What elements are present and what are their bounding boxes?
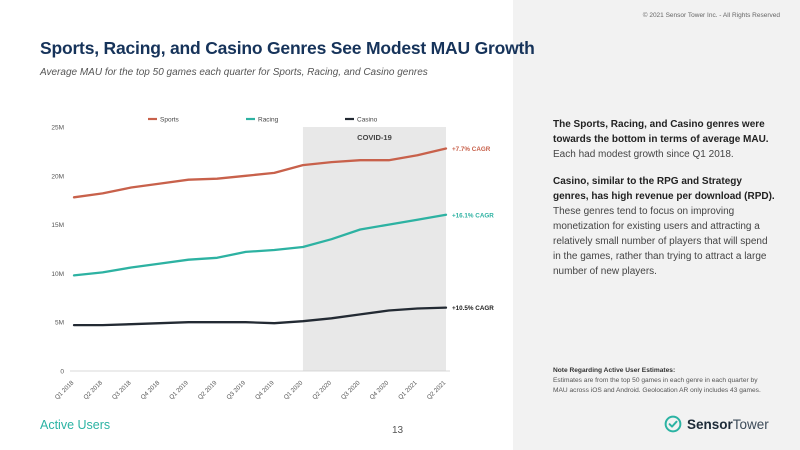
y-tick-label: 0 (60, 369, 64, 376)
summary-paragraph: The Sports, Racing, and Casino genres we… (553, 117, 775, 162)
x-tick-label: Q3 2019 (225, 379, 247, 401)
logo-word-tower: Tower (732, 416, 769, 432)
mau-line-chart: COVID-19 0 5M 10M 15M 20M 25M Q1 2018 Q2 2018 Q3… (51, 116, 494, 401)
cagr-label-casino: +10.5% CAGR (452, 305, 494, 312)
series-line-sports (72, 147, 448, 199)
summary-bold: The Sports, Racing, and Casino genres we… (553, 119, 769, 145)
sensor-tower-logo-icon (664, 415, 682, 433)
x-tick-label: Q4 2020 (368, 379, 390, 401)
section-label: Active Users (40, 418, 111, 432)
y-tick-label: 25M (51, 125, 64, 132)
cagr-label-racing: +16.1% CAGR (452, 212, 494, 219)
x-tick-label: Q3 2018 (111, 379, 133, 401)
x-tick-label: Q4 2019 (254, 379, 276, 401)
x-tick-label: Q4 2018 (140, 379, 162, 401)
logo-wordmark: SensorTower (687, 417, 769, 432)
estimates-note: Note Regarding Active User Estimates: Es… (553, 366, 768, 396)
y-tick-label: 20M (51, 173, 64, 180)
sensor-tower-logo: SensorTower (664, 415, 769, 433)
casino-bold: Casino, similar to the RPG and Strategy … (553, 176, 775, 202)
legend-label-racing: Racing (258, 116, 279, 123)
legend-label-casino: Casino (357, 116, 378, 123)
x-tick-label: Q1 2019 (168, 379, 190, 401)
casino-paragraph: Casino, similar to the RPG and Strategy … (553, 174, 775, 279)
series-line-casino (72, 306, 448, 327)
x-tick-label: Q1 2018 (54, 379, 76, 401)
y-tick-label: 10M (51, 271, 64, 278)
x-tick-label: Q1 2021 (397, 379, 419, 401)
x-tick-label: Q2 2018 (82, 379, 104, 401)
x-tick-label: Q2 2020 (311, 379, 333, 401)
copyright-text: © 2021 Sensor Tower Inc. - All Rights Re… (642, 12, 780, 19)
series-line-racing (72, 213, 448, 277)
x-tick-label: Q3 2020 (340, 379, 362, 401)
x-tick-label: Q2 2021 (426, 379, 448, 401)
x-tick-label: Q2 2019 (197, 379, 219, 401)
x-tick-label: Q1 2020 (283, 379, 305, 401)
legend-label-sports: Sports (160, 116, 180, 123)
page-subtitle: Average MAU for the top 50 games each qu… (40, 67, 428, 78)
cagr-label-sports: +7.7% CAGR (452, 146, 491, 153)
covid-label: COVID-19 (357, 133, 392, 142)
side-panel (513, 0, 800, 450)
casino-text: These genres tend to focus on improving … (553, 206, 768, 277)
y-tick-label: 5M (55, 320, 64, 327)
page-title: Sports, Racing, and Casino Genres See Mo… (40, 38, 535, 58)
covid-band (302, 127, 446, 371)
summary-text: Each had modest growth since Q1 2018. (553, 149, 734, 160)
note-body: Estimates are from the top 50 games in e… (553, 377, 761, 394)
note-title: Note Regarding Active User Estimates: (553, 367, 676, 374)
page-number: 13 (392, 425, 404, 436)
logo-word-sensor: Sensor (687, 416, 733, 432)
y-tick-label: 15M (51, 222, 64, 229)
